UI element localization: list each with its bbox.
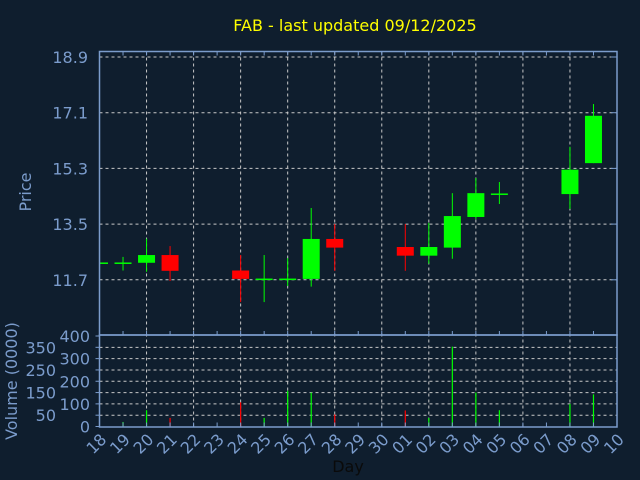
candle-body	[279, 278, 297, 281]
candle-body	[396, 246, 414, 256]
y-tick-label: 15.3	[52, 159, 88, 178]
volume-tick-label: 250	[25, 361, 56, 380]
volume-tick-label: 200	[59, 372, 90, 391]
candle-body	[584, 115, 602, 164]
candle-body	[420, 246, 438, 256]
candle-body	[232, 270, 250, 279]
y-tick-label: 17.1	[52, 104, 88, 123]
candle-body	[138, 255, 156, 263]
volume-panel-frame	[98, 334, 618, 428]
candle-body	[114, 262, 132, 264]
volume-tick-label: 300	[59, 350, 90, 369]
volume-tick-label: 100	[59, 395, 90, 414]
volume-tick-label: 0	[80, 418, 90, 437]
y-axis-label: Price	[16, 172, 35, 211]
candle-body	[326, 238, 344, 248]
x-axis-label: Day	[332, 457, 364, 476]
price-panel-frame	[98, 50, 618, 336]
volume-tick-label: 50	[36, 406, 56, 425]
candle-body	[302, 238, 320, 279]
candle-body	[561, 169, 579, 195]
y-tick-label: 18.9	[52, 48, 88, 67]
volume-tick-label: 150	[25, 384, 56, 403]
candle-body	[255, 278, 273, 281]
volume-axis-label: Volume (0000)	[2, 322, 21, 440]
candle-body	[99, 262, 108, 264]
x-tick-label: 10	[600, 430, 628, 458]
candle-body	[443, 216, 461, 248]
candle-body	[490, 193, 508, 195]
volume-tick-label: 400	[59, 327, 90, 346]
chart-title: FAB - last updated 09/12/2025	[233, 16, 476, 35]
candle-body	[467, 193, 485, 217]
y-tick-label: 11.7	[52, 271, 88, 290]
volume-tick-label: 350	[25, 338, 56, 357]
y-tick-label: 13.5	[52, 215, 88, 234]
candle-body	[161, 255, 179, 271]
